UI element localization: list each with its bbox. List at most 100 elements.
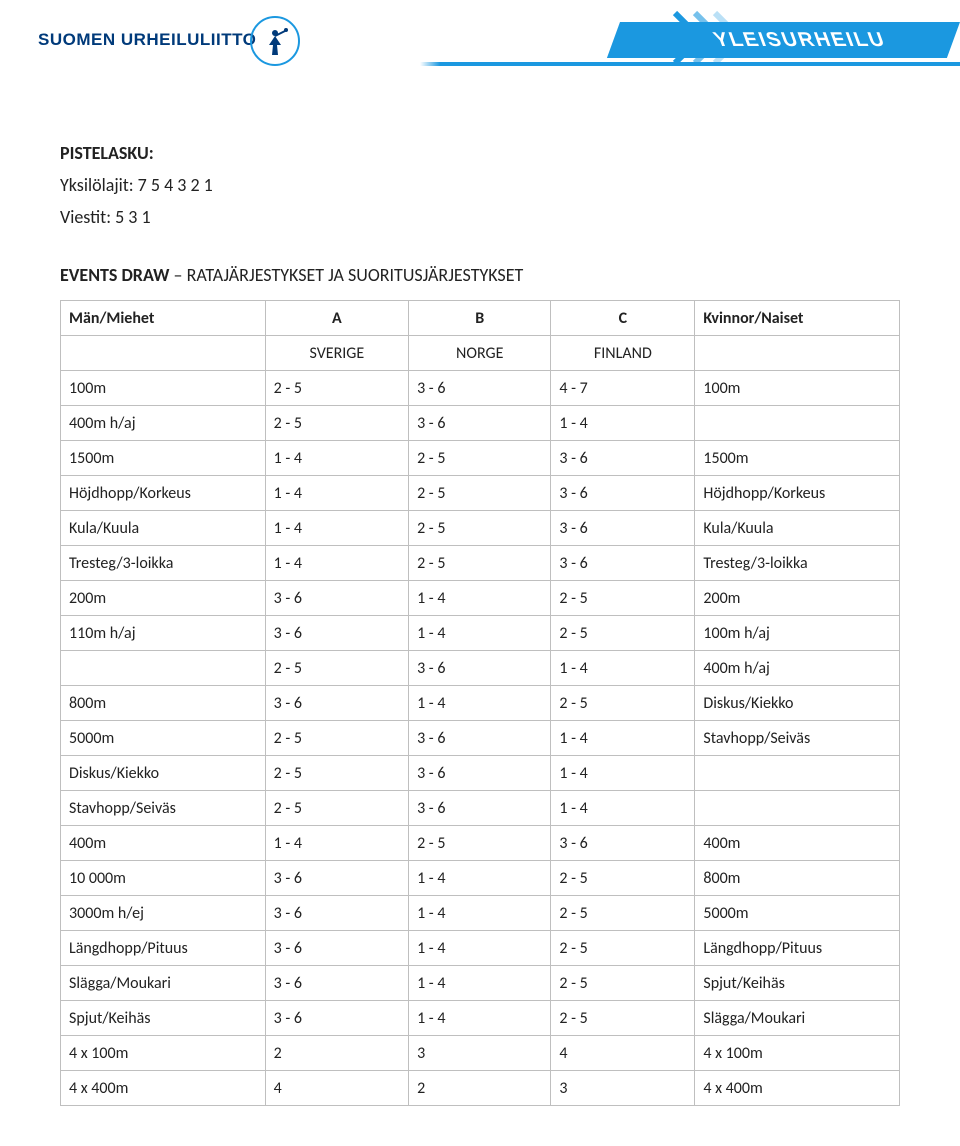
event-men: Slägga/Moukari: [61, 966, 266, 1001]
table-row: 200m3 - 61 - 42 - 5200m: [61, 581, 900, 616]
event-men: 800m: [61, 686, 266, 721]
lane-b: 3 - 6: [409, 406, 551, 441]
lane-c: 1 - 4: [551, 651, 695, 686]
banner-underline: [400, 62, 960, 66]
event-women: Kula/Kuula: [695, 511, 900, 546]
table-row: Längdhopp/Pituus3 - 61 - 42 - 5Längdhopp…: [61, 931, 900, 966]
td-empty: [695, 336, 900, 371]
table-row: 3000m h/ej3 - 61 - 42 - 55000m: [61, 896, 900, 931]
lane-a: 2 - 5: [265, 721, 408, 756]
lane-a: 2 - 5: [265, 756, 408, 791]
lane-c: 4 - 7: [551, 371, 695, 406]
lane-c: 3 - 6: [551, 826, 695, 861]
lane-b: 3 - 6: [409, 791, 551, 826]
lane-b: 2 - 5: [409, 826, 551, 861]
table-head: Män/Miehet A B C Kvinnor/Naiset SVERIGE …: [61, 301, 900, 371]
section-heading-pistelasku: PISTELASKU:: [60, 142, 900, 164]
org-name-left: SUOMEN URHEILULIITTO: [38, 30, 256, 50]
lane-b: 2 - 5: [409, 476, 551, 511]
table-row: 400m h/aj2 - 53 - 61 - 4: [61, 406, 900, 441]
table-row: 5000m2 - 53 - 61 - 4Stavhopp/Seiväs: [61, 721, 900, 756]
event-women: Höjdhopp/Korkeus: [695, 476, 900, 511]
event-men: 110m h/aj: [61, 616, 266, 651]
lane-c: 2 - 5: [551, 931, 695, 966]
th-men: Män/Miehet: [61, 301, 266, 336]
table-row: Stavhopp/Seiväs2 - 53 - 61 - 4: [61, 791, 900, 826]
event-women: 200m: [695, 581, 900, 616]
lane-b: 2 - 5: [409, 511, 551, 546]
event-women: Längdhopp/Pituus: [695, 931, 900, 966]
lane-c: 1 - 4: [551, 721, 695, 756]
lane-b: 1 - 4: [409, 616, 551, 651]
table-row: Höjdhopp/Korkeus1 - 42 - 53 - 6Höjdhopp/…: [61, 476, 900, 511]
td-country-b: NORGE: [409, 336, 551, 371]
lane-c: 2 - 5: [551, 966, 695, 1001]
lane-a: 2 - 5: [265, 371, 408, 406]
td-country-a: SVERIGE: [265, 336, 408, 371]
event-women: 5000m: [695, 896, 900, 931]
lane-c: 2 - 5: [551, 616, 695, 651]
lane-a: 3 - 6: [265, 581, 408, 616]
table-row: Tresteg/3-loikka1 - 42 - 53 - 6Tresteg/3…: [61, 546, 900, 581]
table-row: 4 x 100m2344 x 100m: [61, 1036, 900, 1071]
score-individual-line: Yksilölajit: 7 5 4 3 2 1: [60, 174, 900, 196]
lane-c: 3 - 6: [551, 511, 695, 546]
td-empty: [61, 336, 266, 371]
table-row: Spjut/Keihäs3 - 61 - 42 - 5Slägga/Moukar…: [61, 1001, 900, 1036]
lane-a: 3 - 6: [265, 616, 408, 651]
event-men: [61, 651, 266, 686]
org-name-right: YLEISURHEILU: [633, 22, 960, 58]
table-body: 100m2 - 53 - 64 - 7100m400m h/aj2 - 53 -…: [61, 371, 900, 1106]
content: PISTELASKU: Yksilölajit: 7 5 4 3 2 1 Vie…: [0, 90, 960, 1146]
table-row: Kula/Kuula1 - 42 - 53 - 6Kula/Kuula: [61, 511, 900, 546]
event-women: 400m h/aj: [695, 651, 900, 686]
header: SUOMEN URHEILULIITTO YLEISURHEILU: [0, 0, 960, 90]
table-row: 800m3 - 61 - 42 - 5Diskus/Kiekko: [61, 686, 900, 721]
lane-b: 3 - 6: [409, 756, 551, 791]
lane-b: 3: [409, 1036, 551, 1071]
header-right: YLEISURHEILU: [400, 0, 960, 90]
event-men: 400m: [61, 826, 266, 861]
th-a: A: [265, 301, 408, 336]
event-women: 100m h/aj: [695, 616, 900, 651]
lane-b: 1 - 4: [409, 861, 551, 896]
lane-a: 1 - 4: [265, 511, 408, 546]
table-row: 10 000m3 - 61 - 42 - 5800m: [61, 861, 900, 896]
lane-a: 2 - 5: [265, 791, 408, 826]
lane-c: 2 - 5: [551, 1001, 695, 1036]
lane-c: 2 - 5: [551, 686, 695, 721]
event-women: Spjut/Keihäs: [695, 966, 900, 1001]
lane-c: 3 - 6: [551, 441, 695, 476]
table-row: 1500m1 - 42 - 53 - 61500m: [61, 441, 900, 476]
table-row: Diskus/Kiekko2 - 53 - 61 - 4: [61, 756, 900, 791]
lane-a: 3 - 6: [265, 931, 408, 966]
lane-b: 3 - 6: [409, 371, 551, 406]
event-women: [695, 756, 900, 791]
event-men: Höjdhopp/Korkeus: [61, 476, 266, 511]
event-men: 100m: [61, 371, 266, 406]
lane-b: 3 - 6: [409, 721, 551, 756]
score-relay-line: Viestit: 5 3 1: [60, 206, 900, 228]
lane-c: 2 - 5: [551, 861, 695, 896]
lane-a: 2 - 5: [265, 406, 408, 441]
event-women: 4 x 100m: [695, 1036, 900, 1071]
lane-a: 3 - 6: [265, 896, 408, 931]
event-women: 4 x 400m: [695, 1071, 900, 1106]
lane-a: 3 - 6: [265, 686, 408, 721]
event-men: Kula/Kuula: [61, 511, 266, 546]
th-c: C: [551, 301, 695, 336]
lane-c: 1 - 4: [551, 756, 695, 791]
event-men: Tresteg/3-loikka: [61, 546, 266, 581]
event-men: 4 x 100m: [61, 1036, 266, 1071]
lane-a: 1 - 4: [265, 826, 408, 861]
table-row: 2 - 53 - 61 - 4400m h/aj: [61, 651, 900, 686]
lane-a: 2 - 5: [265, 651, 408, 686]
events-draw-heading: EVENTS DRAW – RATAJÄRJESTYKSET JA SUORIT…: [60, 264, 900, 286]
page: SUOMEN URHEILULIITTO YLEISURHEILU PISTEL…: [0, 0, 960, 1146]
th-b: B: [409, 301, 551, 336]
event-men: 4 x 400m: [61, 1071, 266, 1106]
table-countries-row: SVERIGE NORGE FINLAND: [61, 336, 900, 371]
lane-a: 1 - 4: [265, 476, 408, 511]
lane-b: 1 - 4: [409, 931, 551, 966]
lane-a: 3 - 6: [265, 861, 408, 896]
